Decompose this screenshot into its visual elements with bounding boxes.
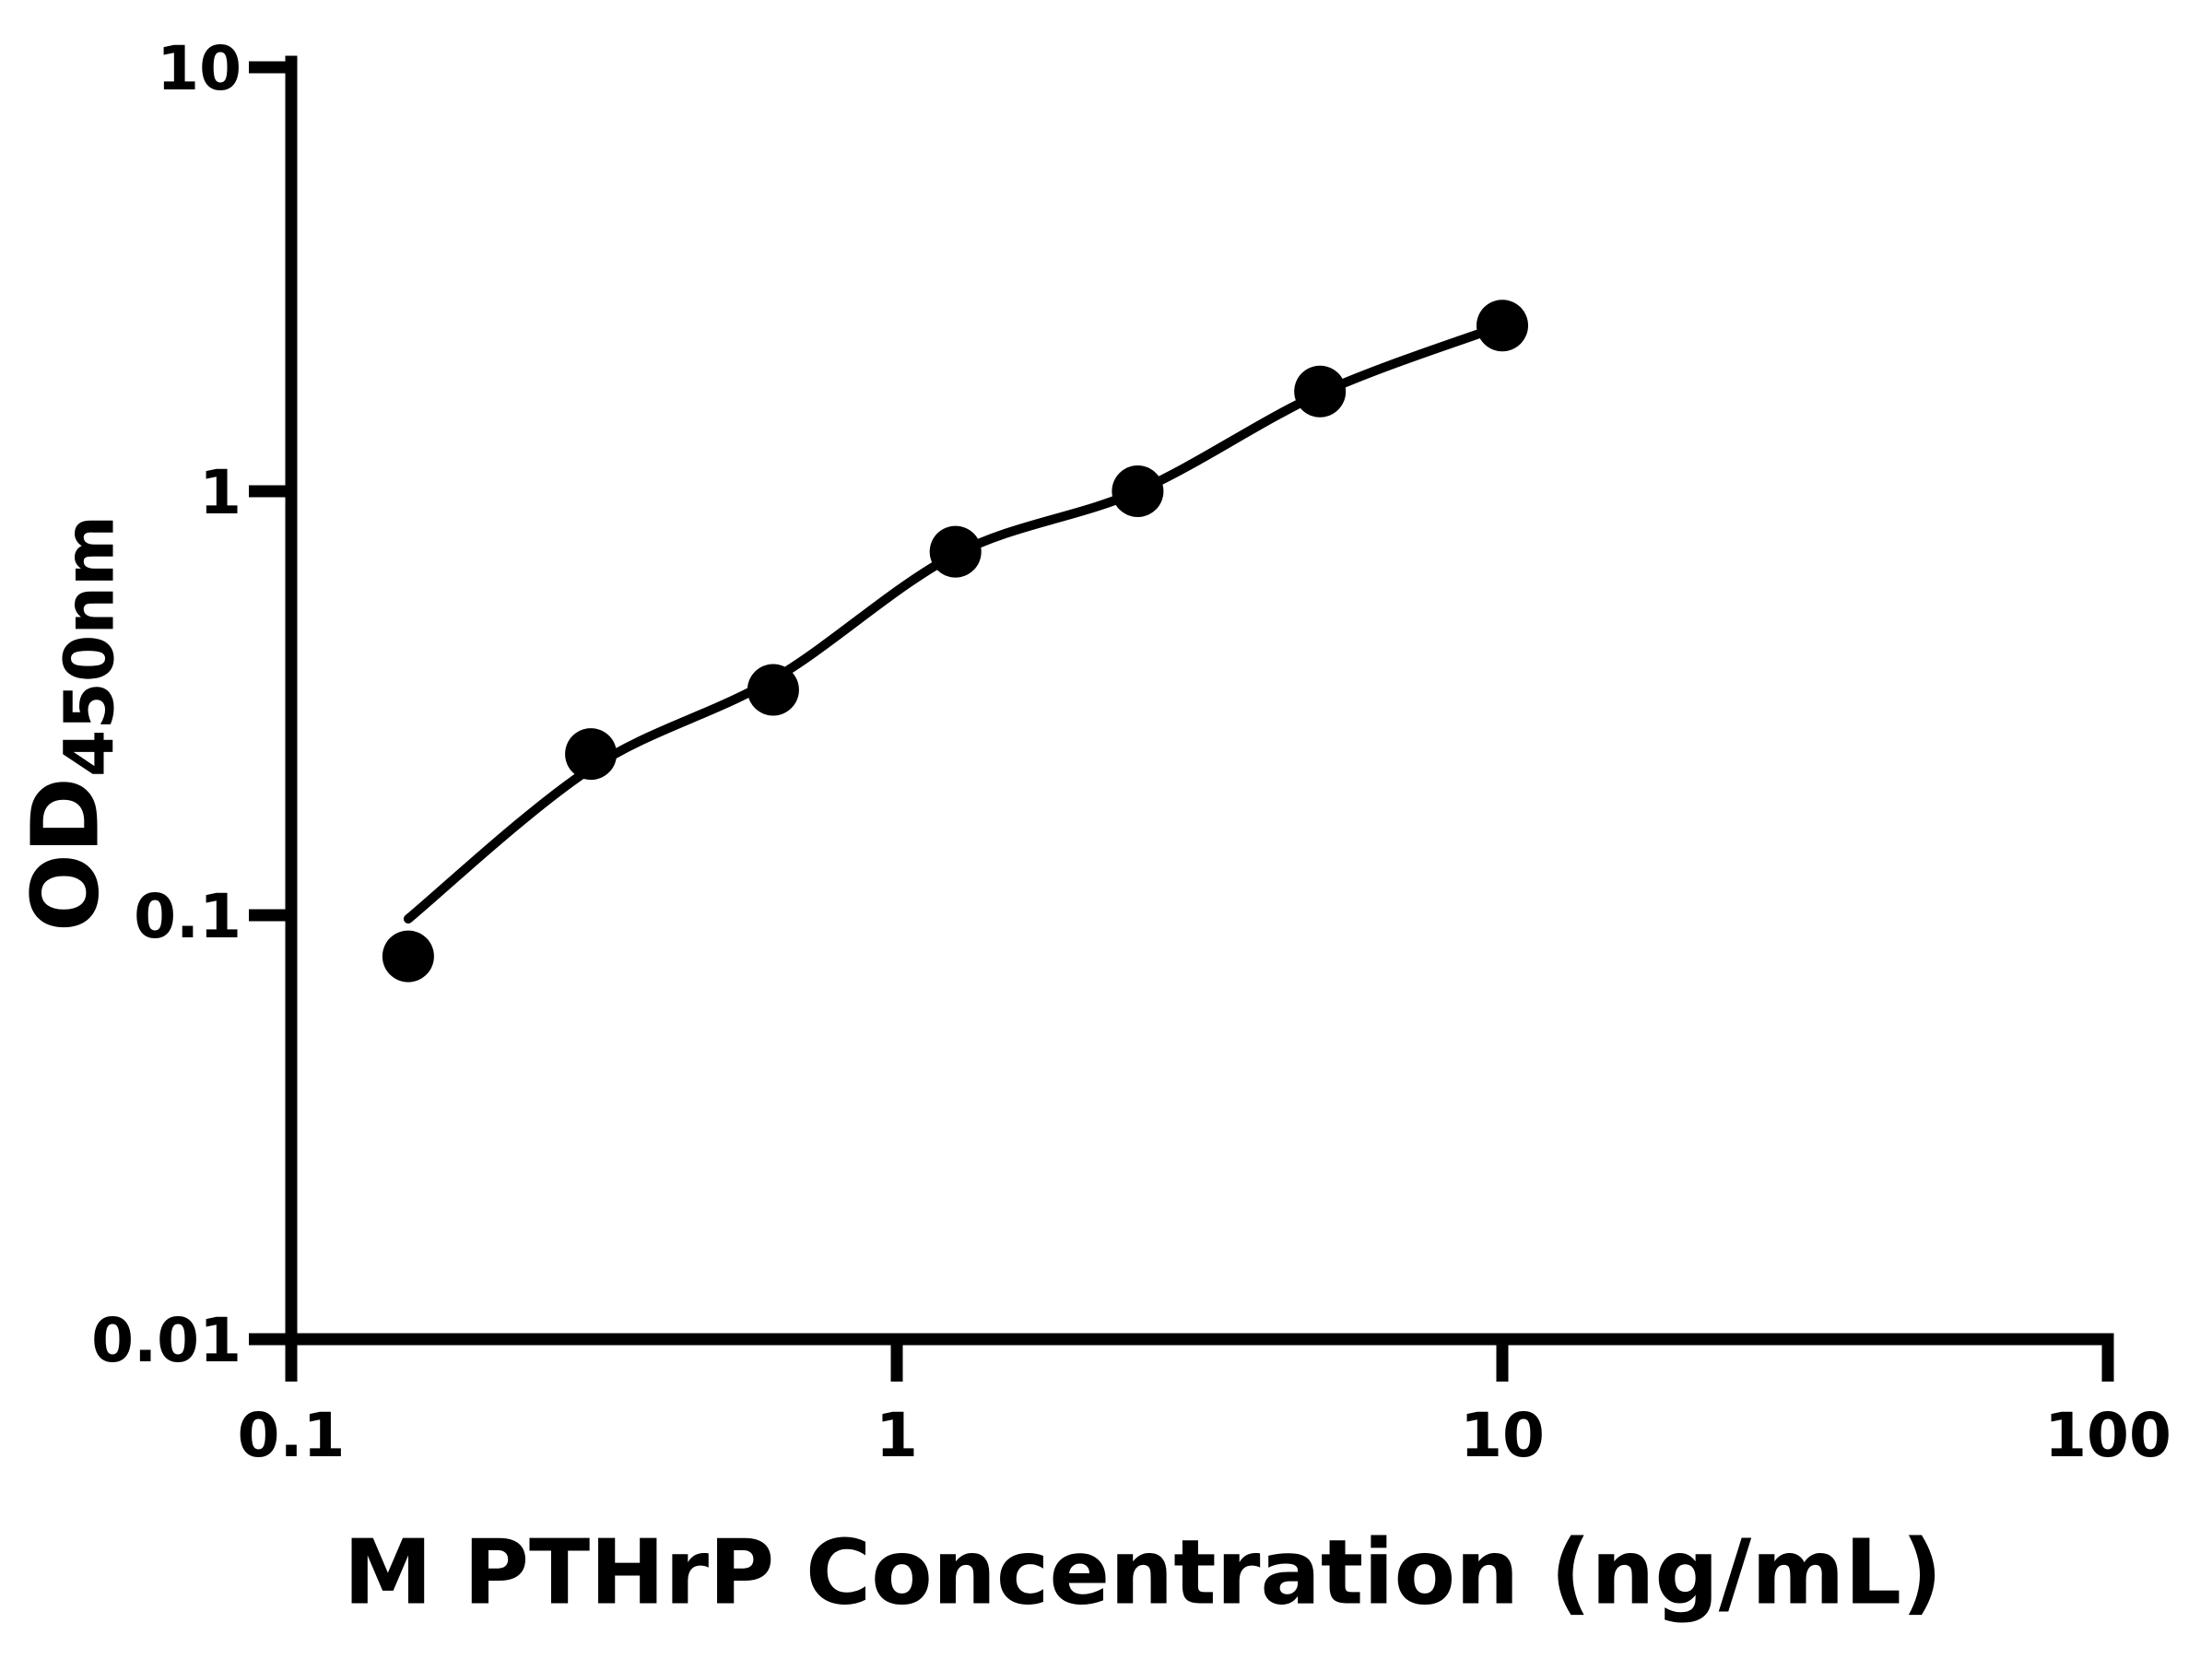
fit-curve: [403, 321, 1507, 924]
x-tick-label: 0.1: [238, 1400, 346, 1471]
x-tick-label: 100: [2044, 1400, 2171, 1471]
y-tick-label: 1: [199, 457, 241, 528]
x-tick-label: 10: [1460, 1400, 1545, 1471]
data-point: [565, 728, 618, 781]
y-axis-title: OD450nm: [12, 515, 130, 932]
x-axis-title: M PTHrP Concentration (ng/mL): [343, 1520, 1943, 1625]
y-tick-label: 0.01: [91, 1305, 241, 1376]
data-point: [747, 664, 799, 716]
y-axis-title-sub: 450nm: [50, 514, 130, 778]
data-point: [929, 525, 982, 578]
data-point: [382, 930, 434, 982]
y-tick-label: 10: [157, 33, 241, 104]
data-point: [1112, 465, 1164, 517]
x-tick-label: 1: [876, 1400, 918, 1471]
y-axis-title-main: OD: [11, 777, 120, 933]
data-point: [1477, 300, 1528, 352]
y-tick-label: 0.1: [134, 881, 241, 952]
data-point: [1294, 365, 1347, 418]
